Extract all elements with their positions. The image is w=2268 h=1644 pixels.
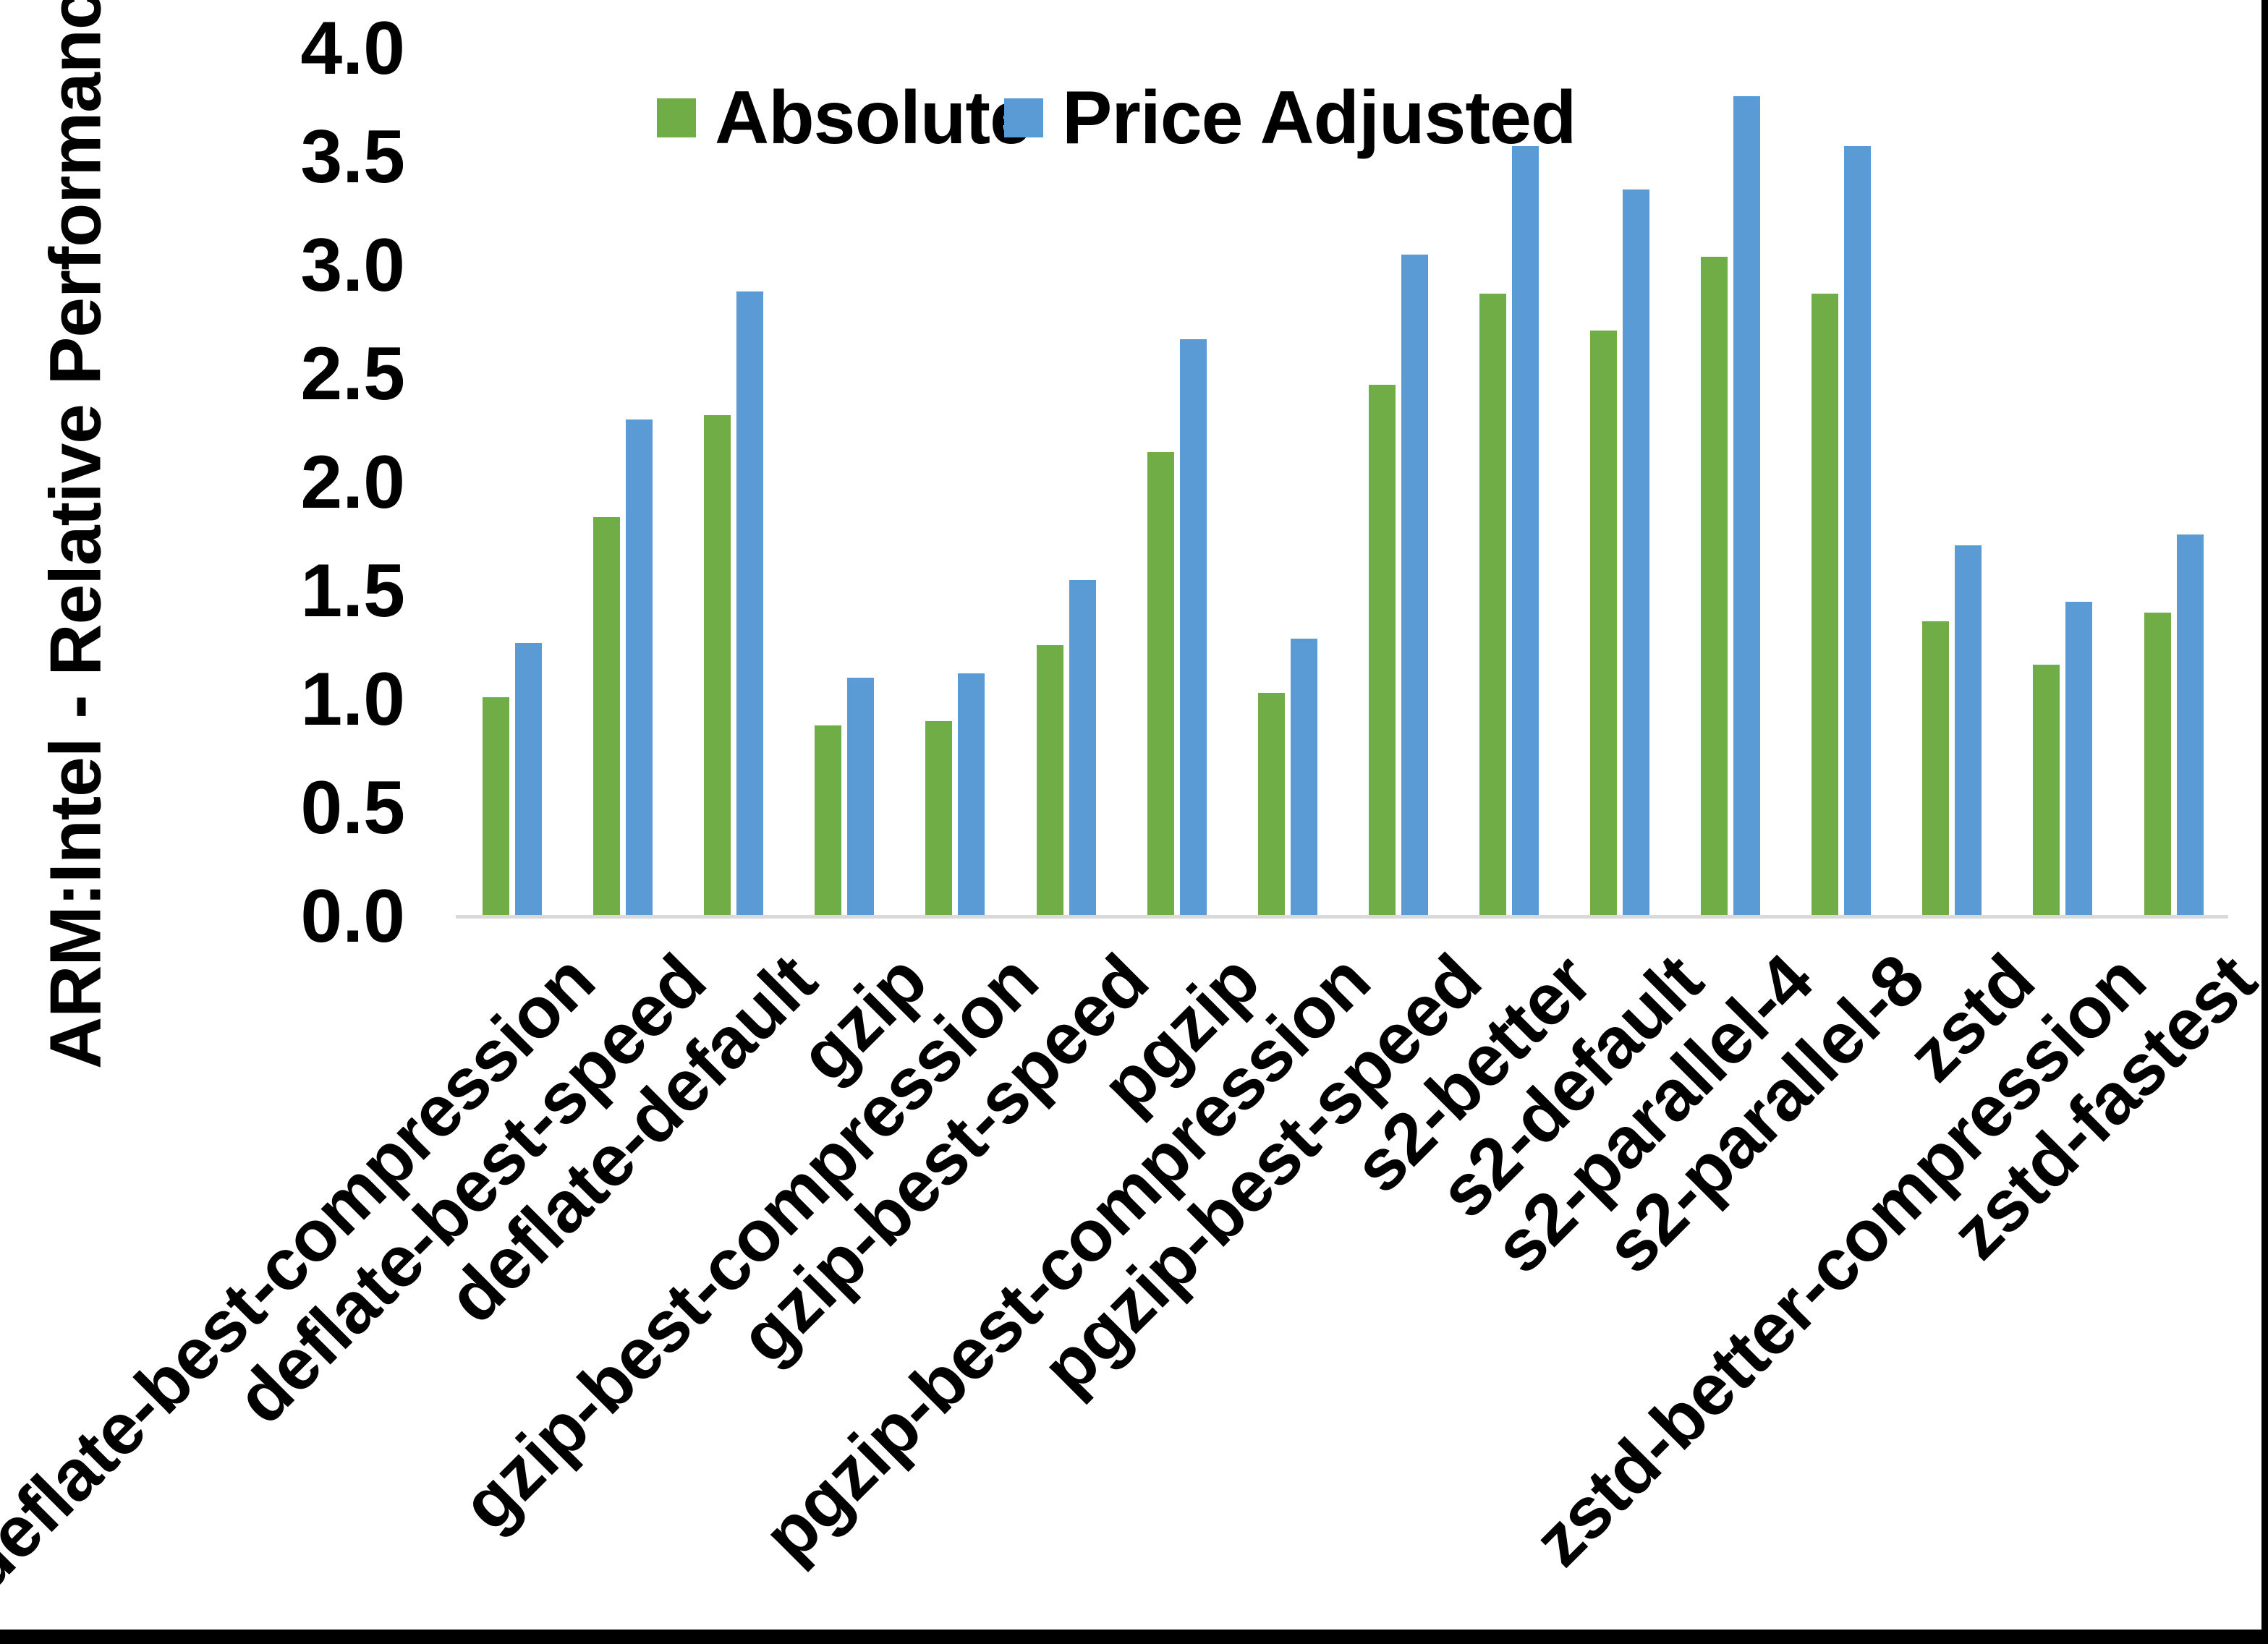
bar-absolute-gzip-best-speed (1037, 645, 1063, 916)
bar-absolute-s2-default (1590, 331, 1617, 916)
bar-absolute-pgzip-best-speed (1369, 385, 1396, 916)
bar-price-adjusted-pgzip (1180, 339, 1207, 916)
bar-price-adjusted-deflate-best-speed (626, 419, 653, 916)
bar-price-adjusted-deflate-default (736, 291, 763, 916)
bar-absolute-s2-better (1479, 294, 1506, 916)
right-border (2261, 0, 2268, 1644)
bar-price-adjusted-gzip-best-compression (958, 673, 985, 916)
legend-item-price-adjusted: Price Adjusted (1004, 76, 1576, 160)
y-tick-label-1.5: 1.5 (300, 549, 405, 633)
legend-swatch-price-adjusted (1004, 98, 1043, 137)
bar-absolute-deflate-best-speed (593, 517, 620, 916)
y-tick-label-3.5: 3.5 (300, 115, 405, 199)
bar-price-adjusted-gzip (847, 678, 874, 916)
bar-price-adjusted-deflate-best-compression (515, 643, 542, 916)
bar-price-adjusted-s2-parallel-8 (1844, 146, 1871, 916)
legend-item-absolute: Absolute (657, 76, 1032, 160)
bar-absolute-gzip (815, 725, 841, 916)
bar-absolute-deflate-default (704, 415, 731, 916)
y-tick-label-4.0: 4.0 (300, 7, 405, 90)
y-axis-title: ARM:Intel - Relative Performance (35, 0, 116, 1070)
bar-absolute-zstd (1922, 621, 1949, 916)
bar-absolute-s2-parallel-8 (1812, 294, 1838, 916)
legend-label-absolute: Absolute (715, 75, 1032, 160)
bar-absolute-s2-parallel-4 (1701, 257, 1728, 916)
bar-absolute-zstd-fastest (2144, 613, 2171, 916)
x-axis-line (456, 915, 2228, 919)
y-tick-label-1.0: 1.0 (300, 657, 405, 741)
y-tick-label-2.0: 2.0 (300, 440, 405, 524)
bar-price-adjusted-zstd-better-compression (2065, 602, 2092, 916)
y-tick-label-2.5: 2.5 (300, 332, 405, 416)
bar-price-adjusted-zstd-fastest (2177, 534, 2204, 916)
bar-absolute-pgzip (1147, 452, 1174, 916)
bar-absolute-zstd-better-compression (2033, 665, 2060, 916)
bar-price-adjusted-pgzip-best-speed (1401, 255, 1428, 916)
bar-absolute-gzip-best-compression (925, 721, 952, 916)
bar-absolute-deflate-best-compression (483, 697, 509, 916)
bar-price-adjusted-gzip-best-speed (1069, 580, 1096, 916)
y-tick-label-3.0: 3.0 (300, 223, 405, 307)
y-tick-label-0.5: 0.5 (300, 766, 405, 850)
bar-price-adjusted-s2-better (1512, 146, 1539, 916)
y-tick-label-0.0: 0.0 (300, 874, 405, 958)
bar-absolute-pgzip-best-compression (1258, 693, 1285, 916)
bar-price-adjusted-s2-parallel-4 (1733, 96, 1760, 916)
legend-label-price-adjusted: Price Adjusted (1062, 75, 1576, 160)
bar-price-adjusted-zstd (1955, 545, 1982, 916)
legend-swatch-absolute (657, 98, 696, 137)
bottom-border (0, 1630, 2268, 1644)
bar-price-adjusted-pgzip-best-compression (1291, 639, 1317, 916)
bar-price-adjusted-s2-default (1623, 189, 1649, 916)
